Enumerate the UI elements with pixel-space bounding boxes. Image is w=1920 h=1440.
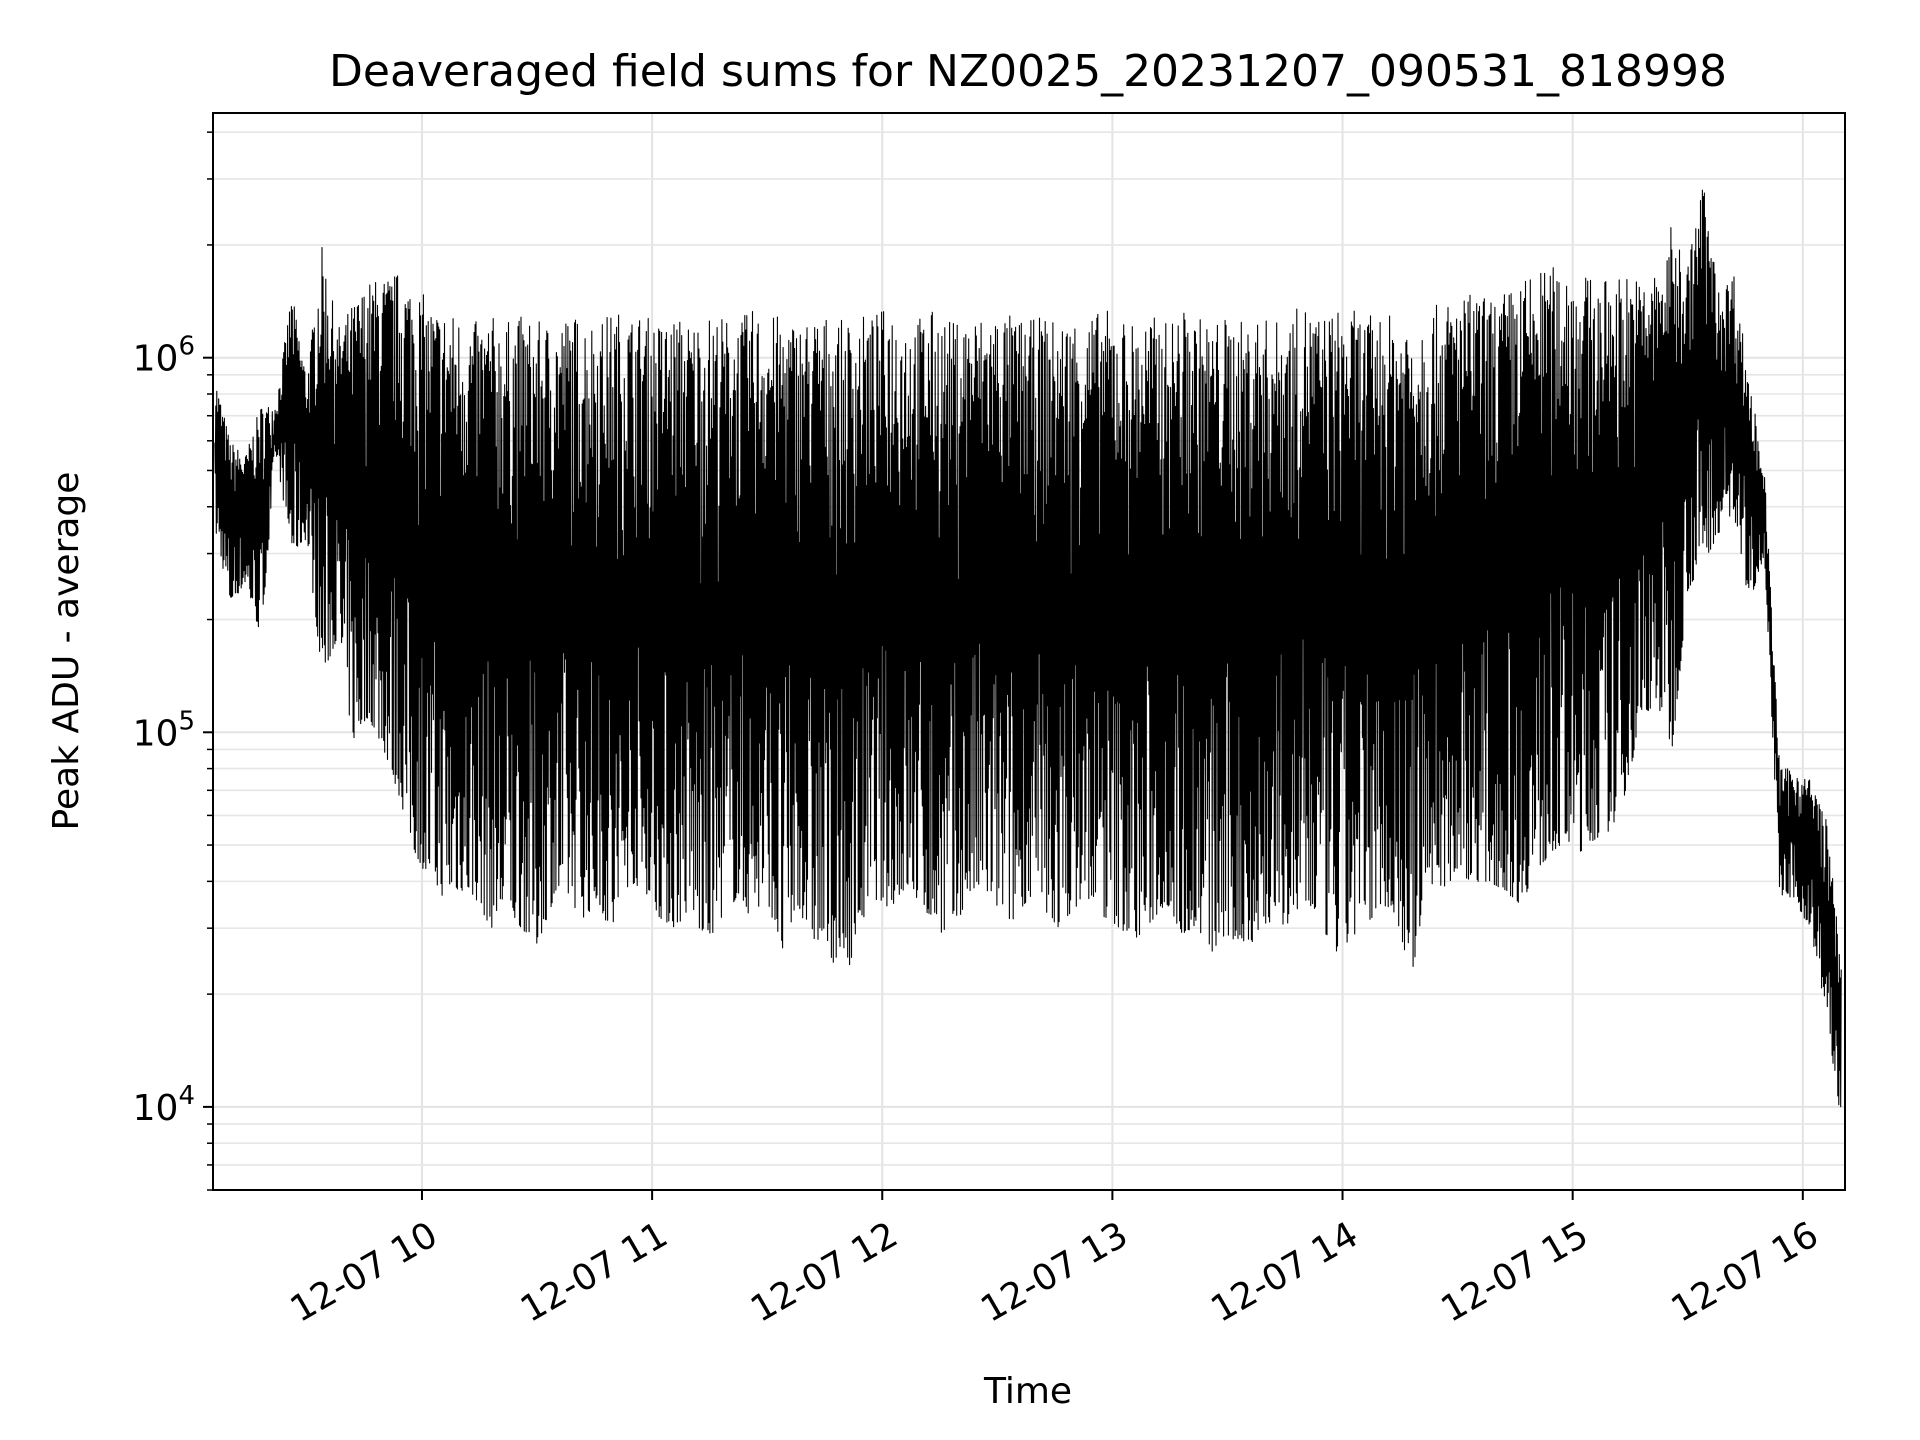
series [214, 189, 1842, 1108]
series-line [214, 189, 1842, 1108]
plot-frame [212, 112, 1846, 1191]
y-axis: 104 105 106 [133, 131, 213, 1191]
x-axis-label: Time [983, 1371, 1072, 1412]
chart-title: Deaveraged field sums for NZ0025_2023120… [329, 46, 1727, 97]
y-tick-label: 105 [133, 706, 195, 754]
y-tick-label: 104 [133, 1081, 195, 1129]
y-tick-label: 106 [133, 332, 195, 380]
y-axis-label: Peak ADU - average [46, 472, 87, 831]
